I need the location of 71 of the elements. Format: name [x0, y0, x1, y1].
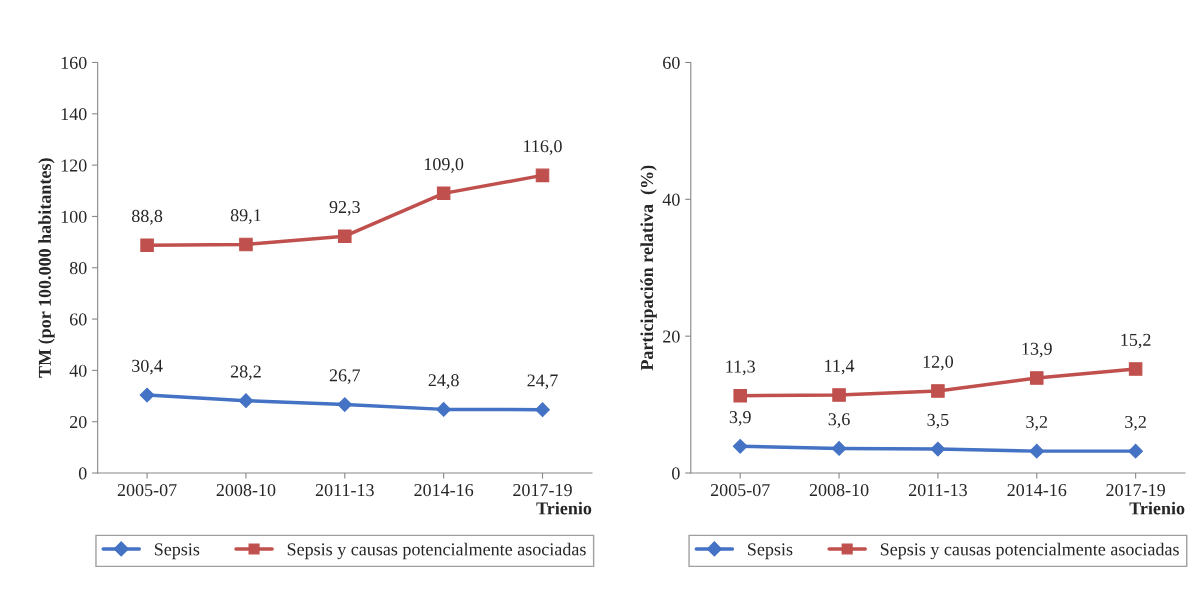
y-tick-label: 80: [69, 262, 87, 275]
point: [931, 384, 945, 398]
point: [732, 438, 748, 454]
point: [1030, 371, 1044, 385]
x-axis-title: Trienio: [1129, 501, 1185, 515]
point: [1128, 443, 1144, 459]
y-tick-label: 60: [663, 56, 680, 69]
point: [1128, 362, 1143, 376]
x-tick-label: 2005-07: [117, 483, 177, 497]
point: [832, 388, 846, 402]
data-label: 116,0: [524, 140, 562, 155]
data-label: 88,8: [131, 209, 163, 225]
data-label: 3,6: [828, 413, 850, 428]
y-tick-label: 120: [61, 159, 87, 172]
data-label: 3,9: [729, 411, 751, 426]
x-tick-label: 2014-16: [414, 483, 474, 497]
legend-label: Sepsis: [154, 543, 200, 560]
point: [337, 397, 353, 412]
x-axis-title: Trienio: [536, 501, 592, 515]
data-label: 92,3: [329, 200, 360, 216]
y-tick-label: 0: [672, 467, 680, 480]
data-label: 30,4: [132, 359, 163, 375]
legend-label: Sepsis y causas potencialmente asociadas: [880, 542, 1179, 560]
point: [140, 238, 154, 252]
y-tick-label: 160: [61, 56, 87, 69]
y-tick-label: 40: [662, 193, 680, 206]
legend-label: Sepsis: [748, 543, 793, 560]
data-label: 15,2: [1121, 333, 1151, 349]
y-tick-label: 20: [663, 330, 680, 343]
point: [436, 186, 451, 201]
point: [436, 402, 452, 417]
legend-label: Sepsis y causas potencialmente asociadas: [287, 542, 586, 560]
point: [338, 229, 352, 243]
point: [733, 388, 747, 403]
y-tick-label: 60: [69, 313, 87, 326]
y-tick-label: 20: [69, 415, 87, 429]
data-label: 12,0: [923, 355, 954, 371]
point: [831, 441, 847, 456]
x-tick-label: 2017-19: [1106, 483, 1165, 497]
data-label: 11,4: [825, 359, 855, 375]
point: [238, 393, 254, 409]
x-tick-label: 2008-10: [809, 483, 869, 497]
data-label: 24,7: [527, 374, 558, 390]
data-label: 3,2: [1125, 415, 1146, 431]
data-label: 13,9: [1022, 342, 1052, 358]
data-label: 26,7: [329, 369, 361, 384]
x-tick-label: 2008-10: [216, 483, 276, 497]
data-label: 24,8: [428, 374, 459, 389]
y-tick-label: 40: [69, 364, 87, 377]
x-tick-label: 2014-16: [1007, 483, 1067, 497]
point: [535, 168, 550, 183]
y-tick-label: 100: [61, 210, 87, 223]
y-tick-label: 140: [61, 108, 87, 121]
point: [239, 237, 253, 252]
point: [1029, 443, 1045, 459]
x-tick-label: 2005-07: [710, 483, 770, 497]
data-label: 11,3: [726, 360, 755, 376]
y-axis-title: TM (por 100.000 habitantes): [38, 158, 55, 378]
data-label: 28,2: [230, 365, 261, 381]
data-label: 3,5: [927, 413, 949, 429]
y-axis-title: Participación relativa (%): [640, 165, 657, 371]
y-tick-label: 0: [78, 467, 87, 480]
point: [535, 402, 550, 418]
data-label: 3,2: [1026, 415, 1048, 431]
x-tick-label: 2017-19: [513, 483, 572, 497]
point: [930, 441, 946, 457]
x-tick-label: 2011-13: [908, 483, 967, 497]
point: [139, 387, 155, 403]
data-label: 109,0: [424, 158, 464, 173]
x-tick-label: 2011-13: [315, 483, 374, 497]
data-label: 89,1: [230, 209, 261, 224]
